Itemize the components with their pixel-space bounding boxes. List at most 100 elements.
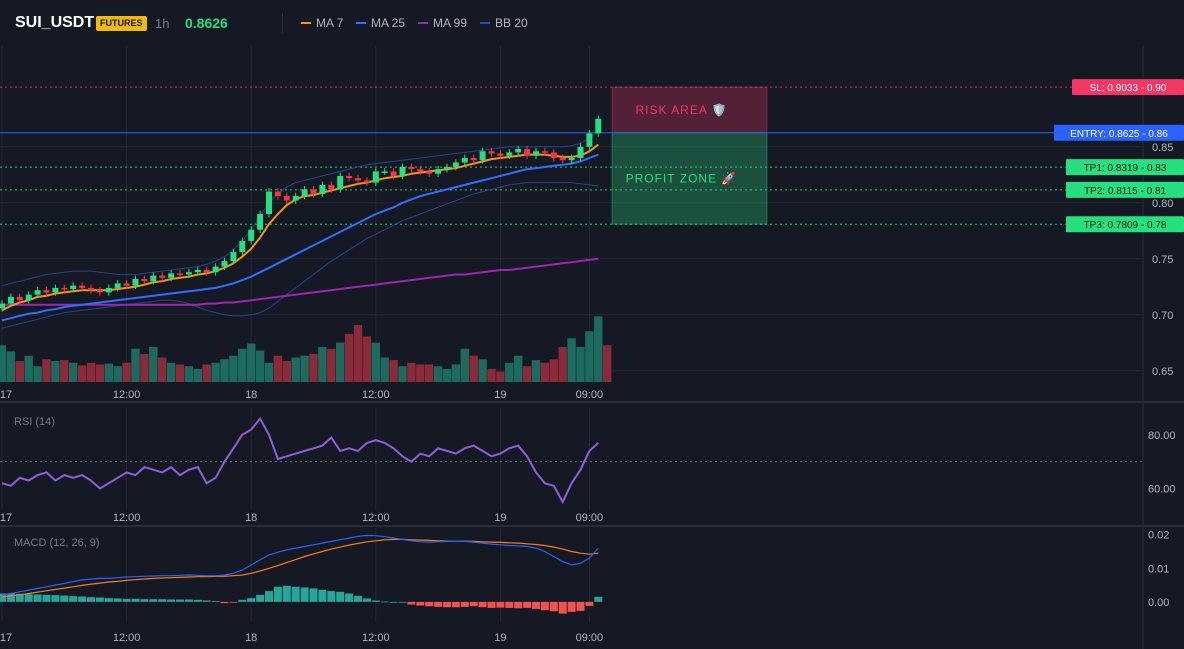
- macd-histogram-bar: [300, 587, 309, 602]
- macd-histogram-bar: [460, 601, 469, 607]
- time-tick-label: 12:00: [113, 632, 141, 644]
- candle-body: [70, 285, 77, 290]
- rsi-tick-label: 60.00: [1148, 484, 1176, 496]
- price-tick-label: 0.85: [1152, 142, 1173, 154]
- volume-bar: [398, 366, 407, 382]
- macd-histogram-bar: [523, 601, 532, 608]
- volume-bar: [193, 368, 202, 382]
- candle-body: [185, 272, 192, 275]
- time-tick-label: 17: [0, 632, 12, 644]
- legend-ma99[interactable]: MA 99: [418, 16, 467, 30]
- price-tick-label: 0.75: [1152, 254, 1173, 266]
- macd-histogram-bar: [354, 595, 362, 602]
- volume-bar: [282, 361, 291, 382]
- volume-bar: [344, 333, 354, 382]
- volume-bar: [389, 360, 398, 382]
- time-tick-label: 19: [494, 512, 506, 524]
- volume-bar: [69, 362, 78, 382]
- macd-histogram-bar: [202, 600, 211, 602]
- macd-histogram-bar: [576, 601, 585, 611]
- macd-histogram-bar: [0, 593, 6, 602]
- candle-body: [497, 153, 504, 156]
- volume-bar: [51, 361, 60, 382]
- volume-bar: [505, 362, 514, 382]
- candle-body: [479, 151, 486, 161]
- volume-bar: [6, 351, 16, 382]
- candle-body: [221, 261, 228, 267]
- volume-bar: [104, 363, 113, 382]
- level-tags: SL: 0.9033 - 0.90 ENTRY: 0.8625 - 0.86 TP1…: [1054, 79, 1184, 233]
- ma25-line: [1, 153, 599, 322]
- macd-histogram-bar: [15, 593, 24, 602]
- candle-body: [346, 175, 353, 179]
- volume-bar: [220, 359, 229, 382]
- volume-bar: [362, 336, 372, 382]
- macd-histogram-bar: [167, 599, 176, 602]
- macd-histogram-bar: [478, 601, 487, 608]
- candle-body: [568, 158, 575, 161]
- volume-bar: [478, 359, 487, 382]
- candle-body: [257, 214, 264, 230]
- macd-histogram-bar: [69, 596, 78, 602]
- macd-histogram-bar: [318, 589, 327, 602]
- candle-body: [524, 149, 531, 156]
- volume-bar: [255, 350, 265, 382]
- time-tick-label: 19: [494, 389, 506, 401]
- legend-bb20[interactable]: BB 20: [480, 16, 528, 30]
- candle-body: [239, 240, 246, 253]
- macd-histogram-bar: [594, 596, 603, 602]
- candle-body: [381, 171, 388, 173]
- macd-histogram-bar: [327, 591, 336, 602]
- macd-signal-line: [1, 538, 599, 598]
- volume-bar: [202, 364, 211, 382]
- time-tick-label: 19: [494, 632, 506, 644]
- volume-bar: [407, 362, 416, 382]
- macd-histogram-bar: [505, 601, 514, 608]
- macd-tick-label: 0.01: [1148, 563, 1169, 575]
- candle-body: [355, 178, 361, 181]
- trade-zones: RISK AREA 🛡️ PROFIT ZONE 🚀: [611, 86, 768, 225]
- macd-histogram-bar: [532, 601, 540, 609]
- profit-zone: [611, 132, 768, 225]
- macd-histogram-bar: [140, 599, 149, 602]
- macd-histogram-bar: [434, 601, 443, 607]
- candlesticks: [0, 115, 602, 312]
- volume-bar: [531, 360, 541, 382]
- bollinger-bands: [1, 130, 599, 329]
- macd-histogram-bar: [184, 599, 193, 602]
- time-tick-label: 12:00: [113, 512, 141, 524]
- macd-histogram-bar: [291, 586, 300, 602]
- volume-bar: [309, 354, 318, 382]
- timeframe-selector[interactable]: 1h: [155, 16, 170, 31]
- volume-bar: [585, 331, 594, 382]
- time-tick-label: 09:00: [576, 389, 604, 401]
- macd-histogram-bar: [540, 601, 549, 611]
- chart-header: SUI_USDT FUTURES 1h 0.8626 MA 7 MA 25 MA…: [0, 0, 1184, 46]
- candle-body: [559, 158, 566, 161]
- macd-histogram-bar: [443, 601, 451, 608]
- header-divider: [282, 13, 283, 33]
- macd-histogram-bar: [24, 594, 33, 602]
- volume-bar: [416, 364, 425, 382]
- volume-bar: [149, 347, 158, 382]
- macd-histogram-bar: [6, 593, 15, 602]
- symbol-title[interactable]: SUI_USDT: [15, 14, 95, 31]
- time-tick-label: 12:00: [362, 632, 390, 644]
- trade-levels: [0, 86, 1143, 225]
- volume-bar: [60, 360, 69, 382]
- legend-ma99-swatch: [418, 21, 428, 24]
- volume-bar: [95, 364, 105, 382]
- profit-zone-label: PROFIT ZONE 🚀: [626, 171, 738, 185]
- legend-ma25[interactable]: MA 25: [356, 16, 405, 30]
- volume-bar: [300, 355, 309, 382]
- macd-histogram-bar: [104, 598, 113, 602]
- macd-histogram-bar: [273, 586, 282, 602]
- macd-tick-label: 0.02: [1148, 530, 1169, 542]
- volume-bar: [371, 342, 380, 382]
- legend-ma7[interactable]: MA 7: [301, 16, 343, 30]
- volume-bar: [425, 364, 434, 382]
- macd-histogram-bar: [345, 593, 354, 602]
- candle-body: [96, 290, 103, 293]
- axes: 0.65 0.70 0.75 0.80 0.85 60.00 80.00 0.00 0.01 0.…: [0, 142, 1176, 644]
